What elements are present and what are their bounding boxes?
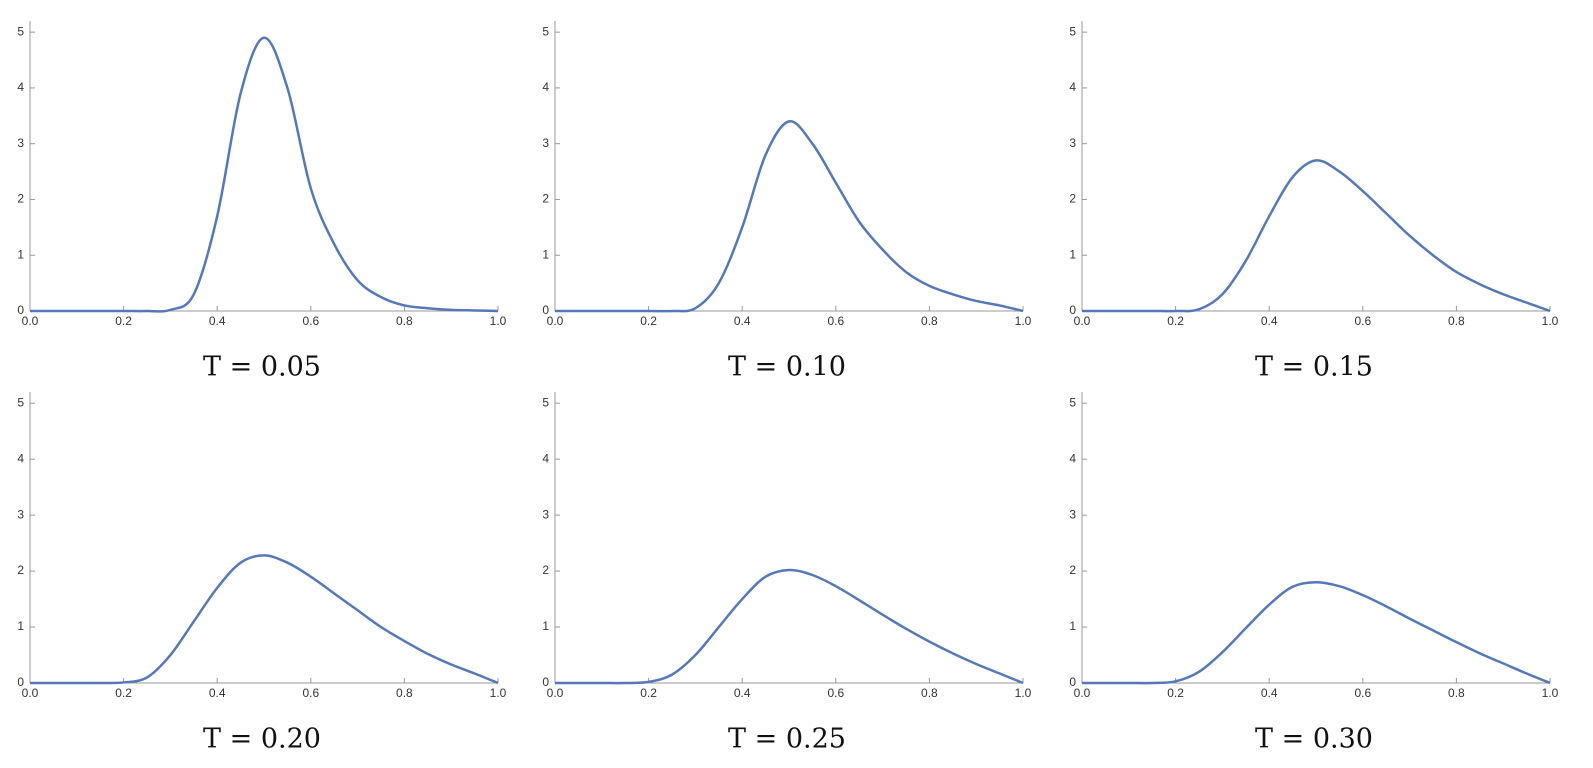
x-tick-label: 0.0 <box>547 686 564 700</box>
x-tick-label: 0.0 <box>1074 314 1091 328</box>
x-tick-label: 0.2 <box>1167 686 1184 700</box>
x-tick-label: 0.6 <box>302 314 319 328</box>
y-tick-label: 1 <box>1069 247 1076 261</box>
chart-title: T = 0.25 <box>728 724 846 755</box>
y-tick-label: 3 <box>542 507 549 521</box>
x-tick-label: 0.0 <box>22 314 39 328</box>
y-tick-label: 4 <box>542 80 549 94</box>
y-tick-label: 2 <box>1069 563 1076 577</box>
y-tick-label: 2 <box>17 192 24 206</box>
y-tick-label: 1 <box>542 619 549 633</box>
y-tick-label: 4 <box>17 451 24 465</box>
x-tick-label: 0.4 <box>1261 686 1278 700</box>
x-tick-label: 0.4 <box>209 314 226 328</box>
y-tick-label: 0 <box>17 675 24 689</box>
y-tick-label: 1 <box>1069 619 1076 633</box>
y-tick-label: 4 <box>542 451 549 465</box>
y-tick-label: 5 <box>17 395 24 409</box>
y-tick-label: 2 <box>542 192 549 206</box>
curve <box>29 554 499 685</box>
y-tick-label: 0 <box>542 303 549 317</box>
x-tick-label: 0.2 <box>115 314 132 328</box>
x-tick-label: 0.8 <box>396 686 413 700</box>
x-tick-label: 0.6 <box>1354 314 1371 328</box>
y-tick-label: 3 <box>1069 507 1076 521</box>
y-tick-label: 3 <box>1069 136 1076 150</box>
x-tick-label: 0.4 <box>734 314 751 328</box>
x-tick-label: 0.8 <box>1448 686 1465 700</box>
chart-title: T = 0.10 <box>728 352 846 383</box>
y-tick-label: 3 <box>542 136 549 150</box>
y-tick-label: 5 <box>1069 395 1076 409</box>
y-tick-label: 0 <box>17 303 24 317</box>
curve <box>30 36 499 313</box>
x-tick-label: 0.0 <box>547 314 564 328</box>
y-tick-label: 0 <box>1069 675 1076 689</box>
y-tick-label: 3 <box>17 507 24 521</box>
curve <box>555 120 1024 313</box>
x-tick-label: 0.4 <box>734 686 751 700</box>
x-tick-label: 0.2 <box>640 686 657 700</box>
y-tick-label: 5 <box>17 24 24 38</box>
curve <box>1082 159 1551 313</box>
y-tick-label: 0 <box>1069 303 1076 317</box>
x-tick-label: 0.0 <box>22 686 39 700</box>
x-tick-label: 0.6 <box>1354 686 1371 700</box>
y-tick-label: 1 <box>17 619 24 633</box>
y-tick-label: 1 <box>17 247 24 261</box>
x-tick-label: 0.2 <box>1167 314 1184 328</box>
x-tick-label: 0.8 <box>921 314 938 328</box>
x-tick-label: 1.0 <box>1542 314 1559 328</box>
chart-title: T = 0.30 <box>1255 724 1373 755</box>
x-tick-label: 0.4 <box>1261 314 1278 328</box>
x-tick-label: 0.2 <box>115 686 132 700</box>
x-tick-label: 1.0 <box>1542 686 1559 700</box>
x-tick-label: 1.0 <box>490 686 507 700</box>
x-tick-label: 0.6 <box>827 686 844 700</box>
y-tick-label: 2 <box>542 563 549 577</box>
x-tick-label: 0.8 <box>396 314 413 328</box>
y-tick-label: 1 <box>542 247 549 261</box>
x-tick-label: 1.0 <box>490 314 507 328</box>
curve <box>554 568 1024 685</box>
y-tick-label: 4 <box>1069 451 1076 465</box>
x-tick-label: 0.4 <box>209 686 226 700</box>
x-tick-label: 0.6 <box>827 314 844 328</box>
y-tick-label: 4 <box>17 80 24 94</box>
chart-title: T = 0.15 <box>1255 352 1373 383</box>
chart-title: T = 0.20 <box>203 724 321 755</box>
y-tick-label: 2 <box>17 563 24 577</box>
y-tick-label: 5 <box>542 24 549 38</box>
x-tick-label: 0.2 <box>640 314 657 328</box>
y-tick-label: 4 <box>1069 80 1076 94</box>
y-tick-label: 0 <box>542 675 549 689</box>
x-tick-label: 0.0 <box>1074 686 1091 700</box>
curve <box>1081 581 1551 685</box>
x-tick-label: 1.0 <box>1015 314 1032 328</box>
y-tick-label: 2 <box>1069 192 1076 206</box>
y-tick-label: 5 <box>542 395 549 409</box>
y-tick-label: 3 <box>17 136 24 150</box>
chart-title: T = 0.05 <box>203 352 321 383</box>
x-tick-label: 0.8 <box>921 686 938 700</box>
y-tick-label: 5 <box>1069 24 1076 38</box>
x-tick-label: 1.0 <box>1015 686 1032 700</box>
x-tick-label: 0.6 <box>302 686 319 700</box>
x-tick-label: 0.8 <box>1448 314 1465 328</box>
